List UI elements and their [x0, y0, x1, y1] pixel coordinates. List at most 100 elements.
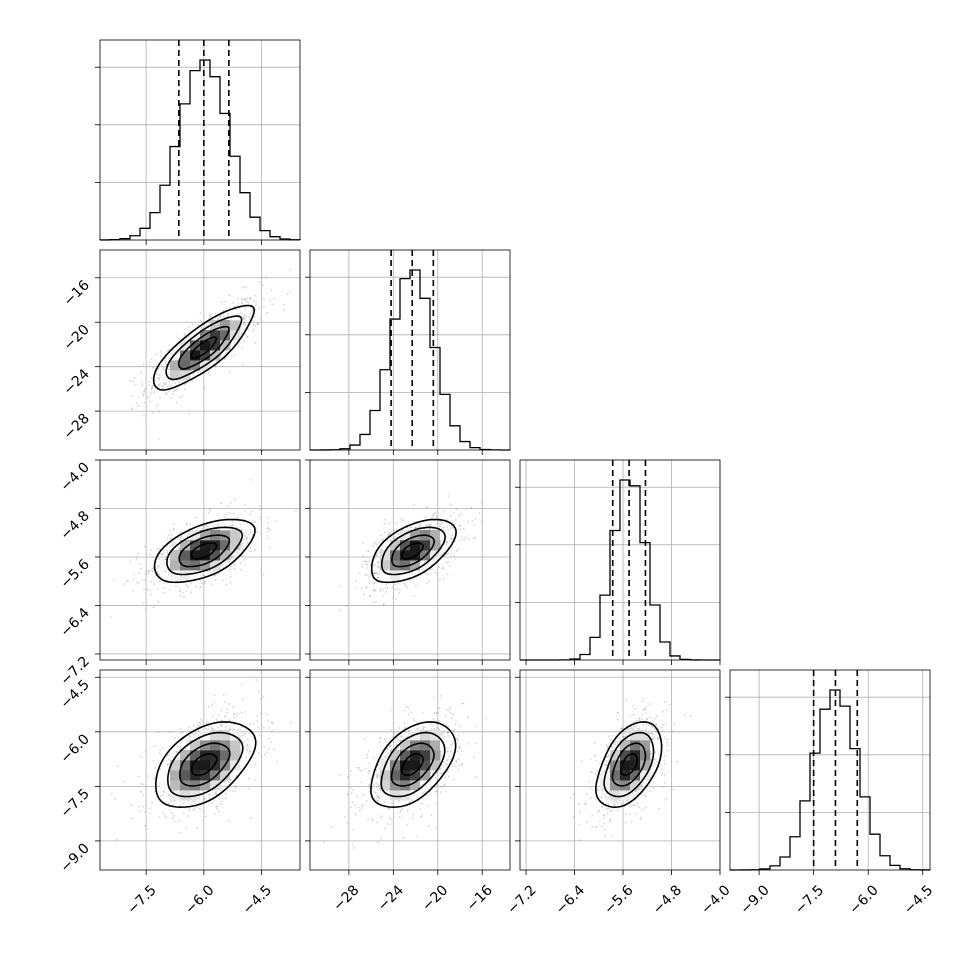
sample-point: [137, 552, 140, 555]
sample-point: [637, 728, 639, 730]
sample-point: [223, 715, 226, 717]
sample-point: [290, 721, 292, 724]
sample-point: [148, 812, 151, 815]
sample-point: [388, 522, 391, 525]
sample-point: [220, 725, 223, 728]
sample-point: [178, 590, 181, 592]
sample-point: [474, 776, 477, 778]
sample-point: [225, 722, 228, 725]
density-cell: [610, 770, 621, 781]
sample-point: [207, 511, 210, 514]
sample-point: [640, 793, 643, 795]
sample-point: [447, 751, 449, 753]
sample-point: [363, 737, 366, 740]
sample-point: [440, 732, 443, 735]
sample-point: [164, 558, 167, 561]
sample-point: [411, 816, 414, 819]
sample-point: [172, 393, 174, 395]
sample-point: [434, 511, 437, 514]
sample-point: [399, 809, 402, 812]
density-cell: [210, 780, 221, 791]
density-cell: [420, 540, 431, 551]
sample-point: [363, 560, 365, 563]
sample-point: [212, 318, 215, 321]
sample-point: [174, 382, 177, 384]
sample-point: [173, 529, 176, 531]
sample-point: [442, 510, 445, 513]
sample-point: [167, 540, 169, 543]
sample-point: [430, 728, 433, 731]
sample-point: [113, 578, 115, 581]
sample-point: [420, 802, 423, 805]
sample-point: [132, 578, 135, 580]
sample-point: [166, 551, 169, 554]
density-cell: [190, 540, 201, 551]
sample-point: [375, 781, 377, 784]
sample-point: [454, 540, 456, 543]
sample-point: [131, 407, 134, 409]
sample-point: [157, 566, 159, 568]
sample-point: [636, 719, 638, 722]
sample-point: [245, 539, 248, 541]
sample-point: [220, 719, 222, 722]
sample-point: [251, 310, 254, 313]
density-cell: [190, 570, 201, 581]
sample-point: [601, 805, 603, 808]
sample-point: [376, 773, 378, 775]
sample-point: [130, 408, 133, 411]
contour-level-2: [166, 731, 244, 798]
sample-point: [168, 794, 171, 797]
sample-point: [236, 552, 239, 555]
sample-point: [354, 587, 357, 589]
scatter-panel-2-0: [95, 459, 301, 665]
sample-point: [388, 745, 391, 747]
sample-point: [244, 564, 247, 567]
sample-point: [478, 512, 481, 514]
sample-point: [360, 807, 363, 810]
sample-point: [167, 793, 170, 796]
sample-point: [388, 532, 390, 535]
sample-point: [156, 404, 159, 407]
sample-point: [167, 384, 170, 387]
sample-point: [666, 738, 668, 741]
sample-point: [144, 387, 147, 390]
density-cell: [420, 750, 431, 761]
sample-point: [376, 576, 379, 579]
sample-point: [601, 793, 604, 795]
sample-point: [173, 543, 175, 545]
sample-point: [445, 540, 448, 543]
sample-point: [203, 386, 205, 389]
sample-point: [152, 411, 155, 414]
sample-point: [202, 521, 205, 524]
sample-point: [265, 276, 267, 278]
sample-point: [435, 720, 438, 723]
sample-point: [219, 315, 221, 318]
sample-point: [160, 753, 163, 756]
sample-point: [374, 557, 377, 560]
sample-point: [216, 524, 219, 527]
sample-point: [452, 537, 455, 540]
sample-point: [211, 728, 213, 730]
sample-point: [623, 731, 626, 734]
sample-point: [585, 800, 587, 803]
sample-point: [141, 384, 143, 387]
density-cell: [400, 540, 411, 551]
density-cell: [200, 760, 211, 771]
sample-point: [149, 400, 151, 403]
sample-point: [209, 570, 212, 573]
sample-point: [142, 783, 145, 786]
contour-level-1: [178, 534, 231, 568]
density-cell: [400, 550, 411, 561]
sample-point: [447, 725, 450, 728]
sample-point: [210, 522, 212, 525]
sample-point: [254, 520, 257, 523]
sample-point: [197, 729, 200, 732]
sample-point: [223, 358, 226, 360]
density-cell: [220, 530, 231, 541]
sample-point: [446, 731, 449, 734]
sample-point: [447, 552, 450, 555]
sample-point: [163, 582, 165, 585]
sample-point: [664, 762, 666, 765]
density-cell: [230, 750, 241, 761]
sample-point: [354, 803, 357, 806]
